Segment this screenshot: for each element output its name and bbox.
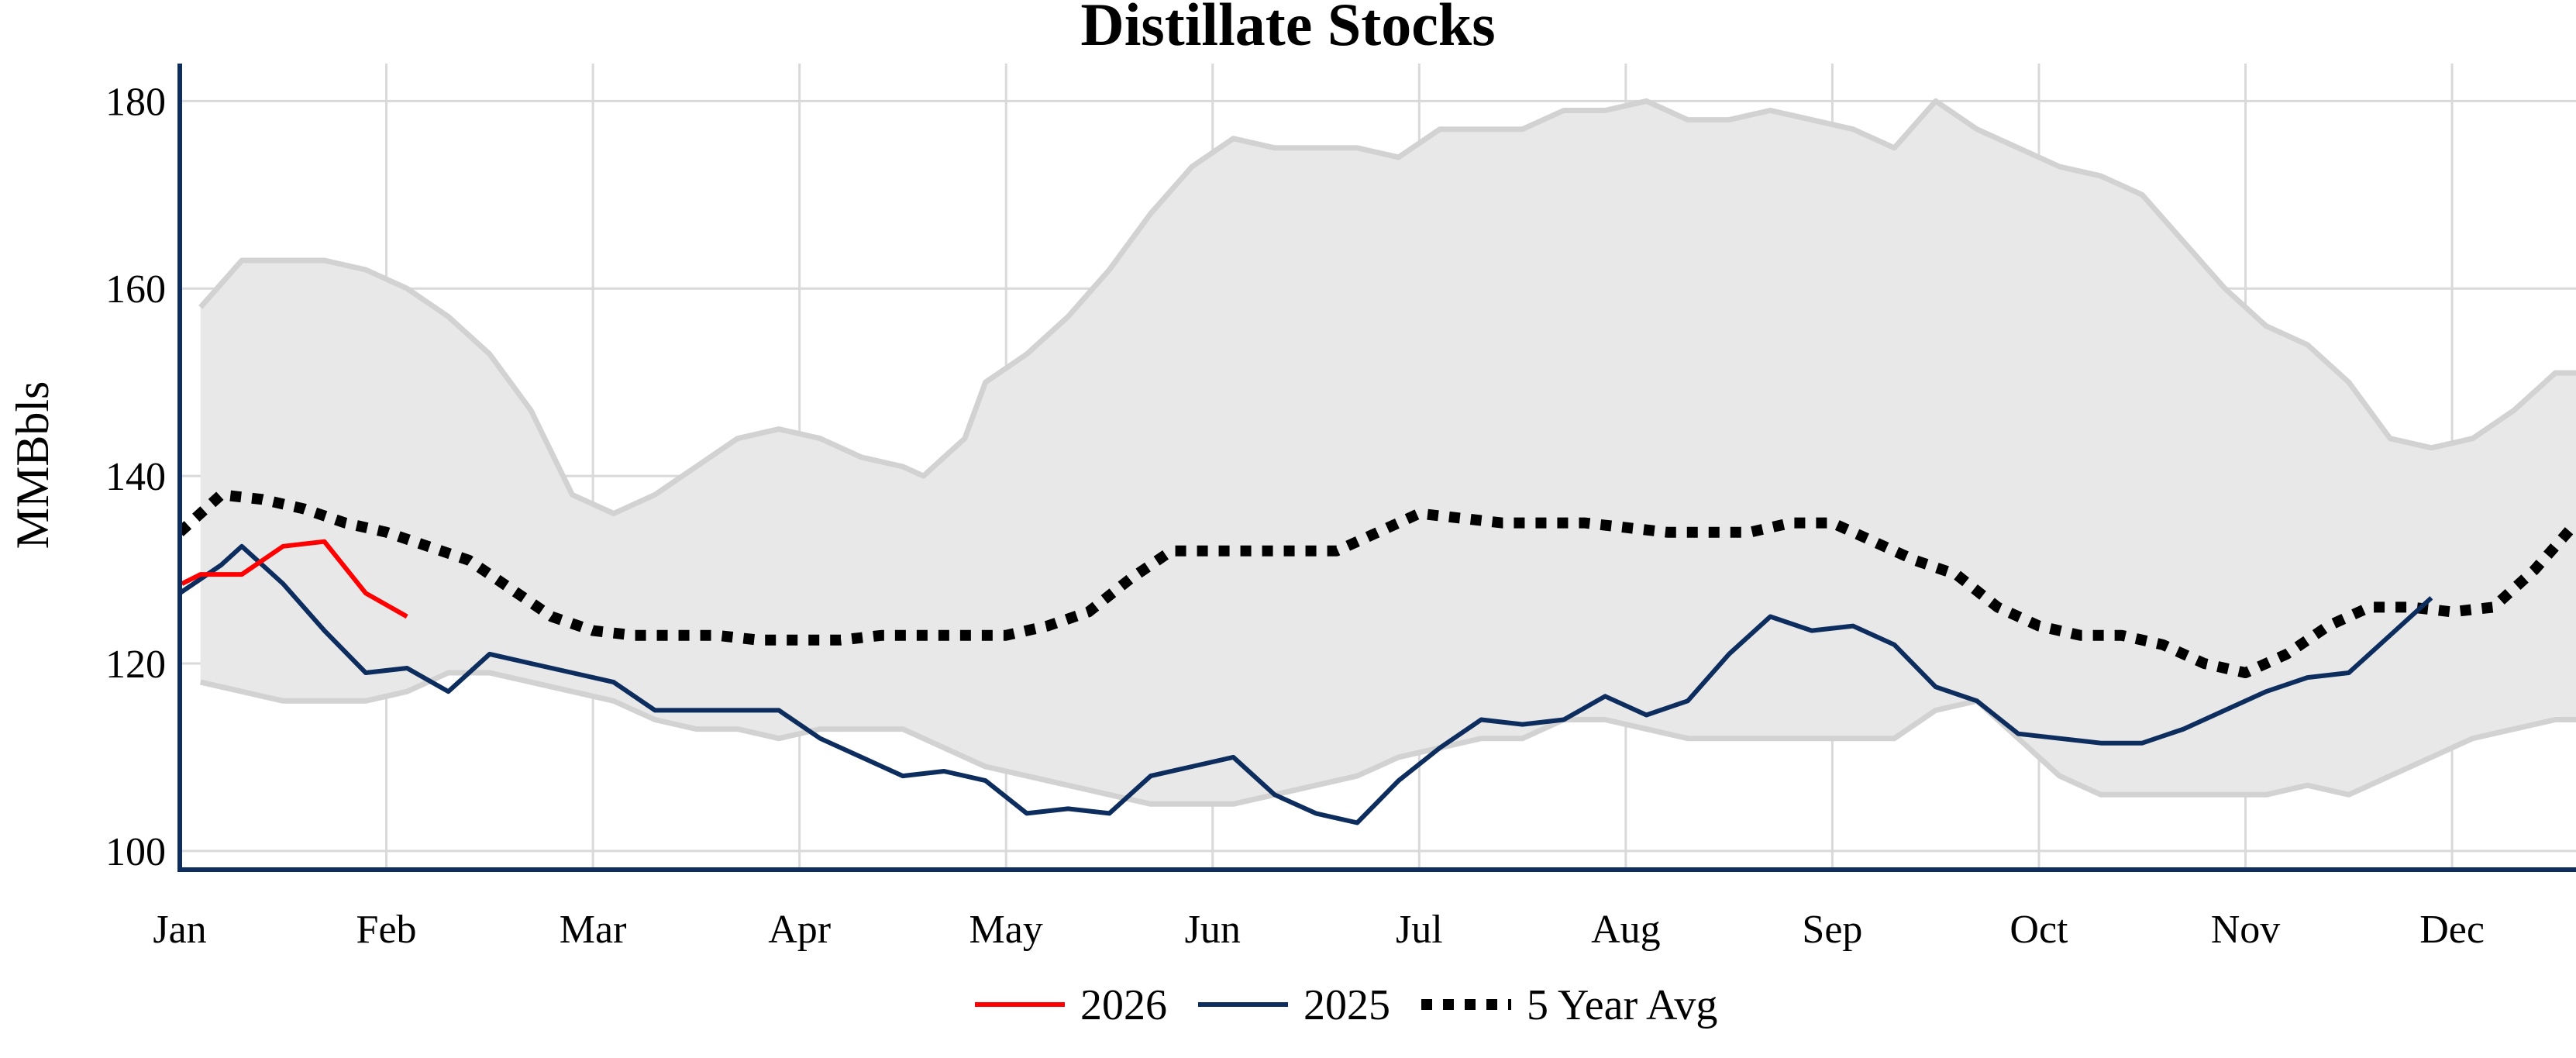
range-band (198, 98, 2576, 807)
chart-title: Distillate Stocks (1080, 0, 1495, 58)
legend: 2026 2025 5 Year Avg (975, 981, 1717, 1029)
x-tick-label: Mar (560, 908, 627, 952)
legend-label-5-year-avg: 5 Year Avg (1527, 981, 1717, 1029)
x-tick-label: Jan (153, 908, 206, 952)
x-tick-label: Feb (356, 908, 417, 952)
series-line-2026 (181, 539, 408, 619)
axes (177, 64, 2576, 872)
y-tick-label: 180 (105, 80, 166, 124)
range-band-lower-edge (199, 670, 2576, 807)
range-band-area (200, 101, 2576, 805)
y-tick-label: 100 (105, 830, 166, 874)
x-tick-label: Nov (2211, 908, 2281, 952)
x-tick-label: Jun (1185, 908, 1241, 952)
y-tick-label: 120 (105, 643, 166, 687)
legend-label-2025: 2025 (1303, 981, 1390, 1029)
series-line-2025 (180, 543, 2433, 825)
tick-labels: 100 120 140 160 180 Jan Feb Mar Apr May Jun Jul Aug S… (105, 80, 2485, 952)
y-axis-title: MMBbls (7, 381, 58, 550)
x-tick-label: Oct (2009, 908, 2068, 952)
x-tick-label: Apr (768, 908, 831, 952)
series-lines (180, 489, 2576, 825)
series-line-5-year-avg (180, 489, 2576, 678)
range-band-upper-edge (198, 98, 2576, 516)
y-tick-label: 140 (105, 455, 166, 499)
x-tick-label: Sep (1802, 908, 1862, 952)
x-tick-label: Jul (1396, 908, 1443, 952)
x-tick-label: May (969, 908, 1043, 952)
y-tick-label: 160 (105, 267, 166, 312)
x-tick-label: Dec (2419, 908, 2485, 952)
x-tick-label: Aug (1591, 908, 1661, 952)
legend-label-2026: 2026 (1080, 981, 1167, 1029)
